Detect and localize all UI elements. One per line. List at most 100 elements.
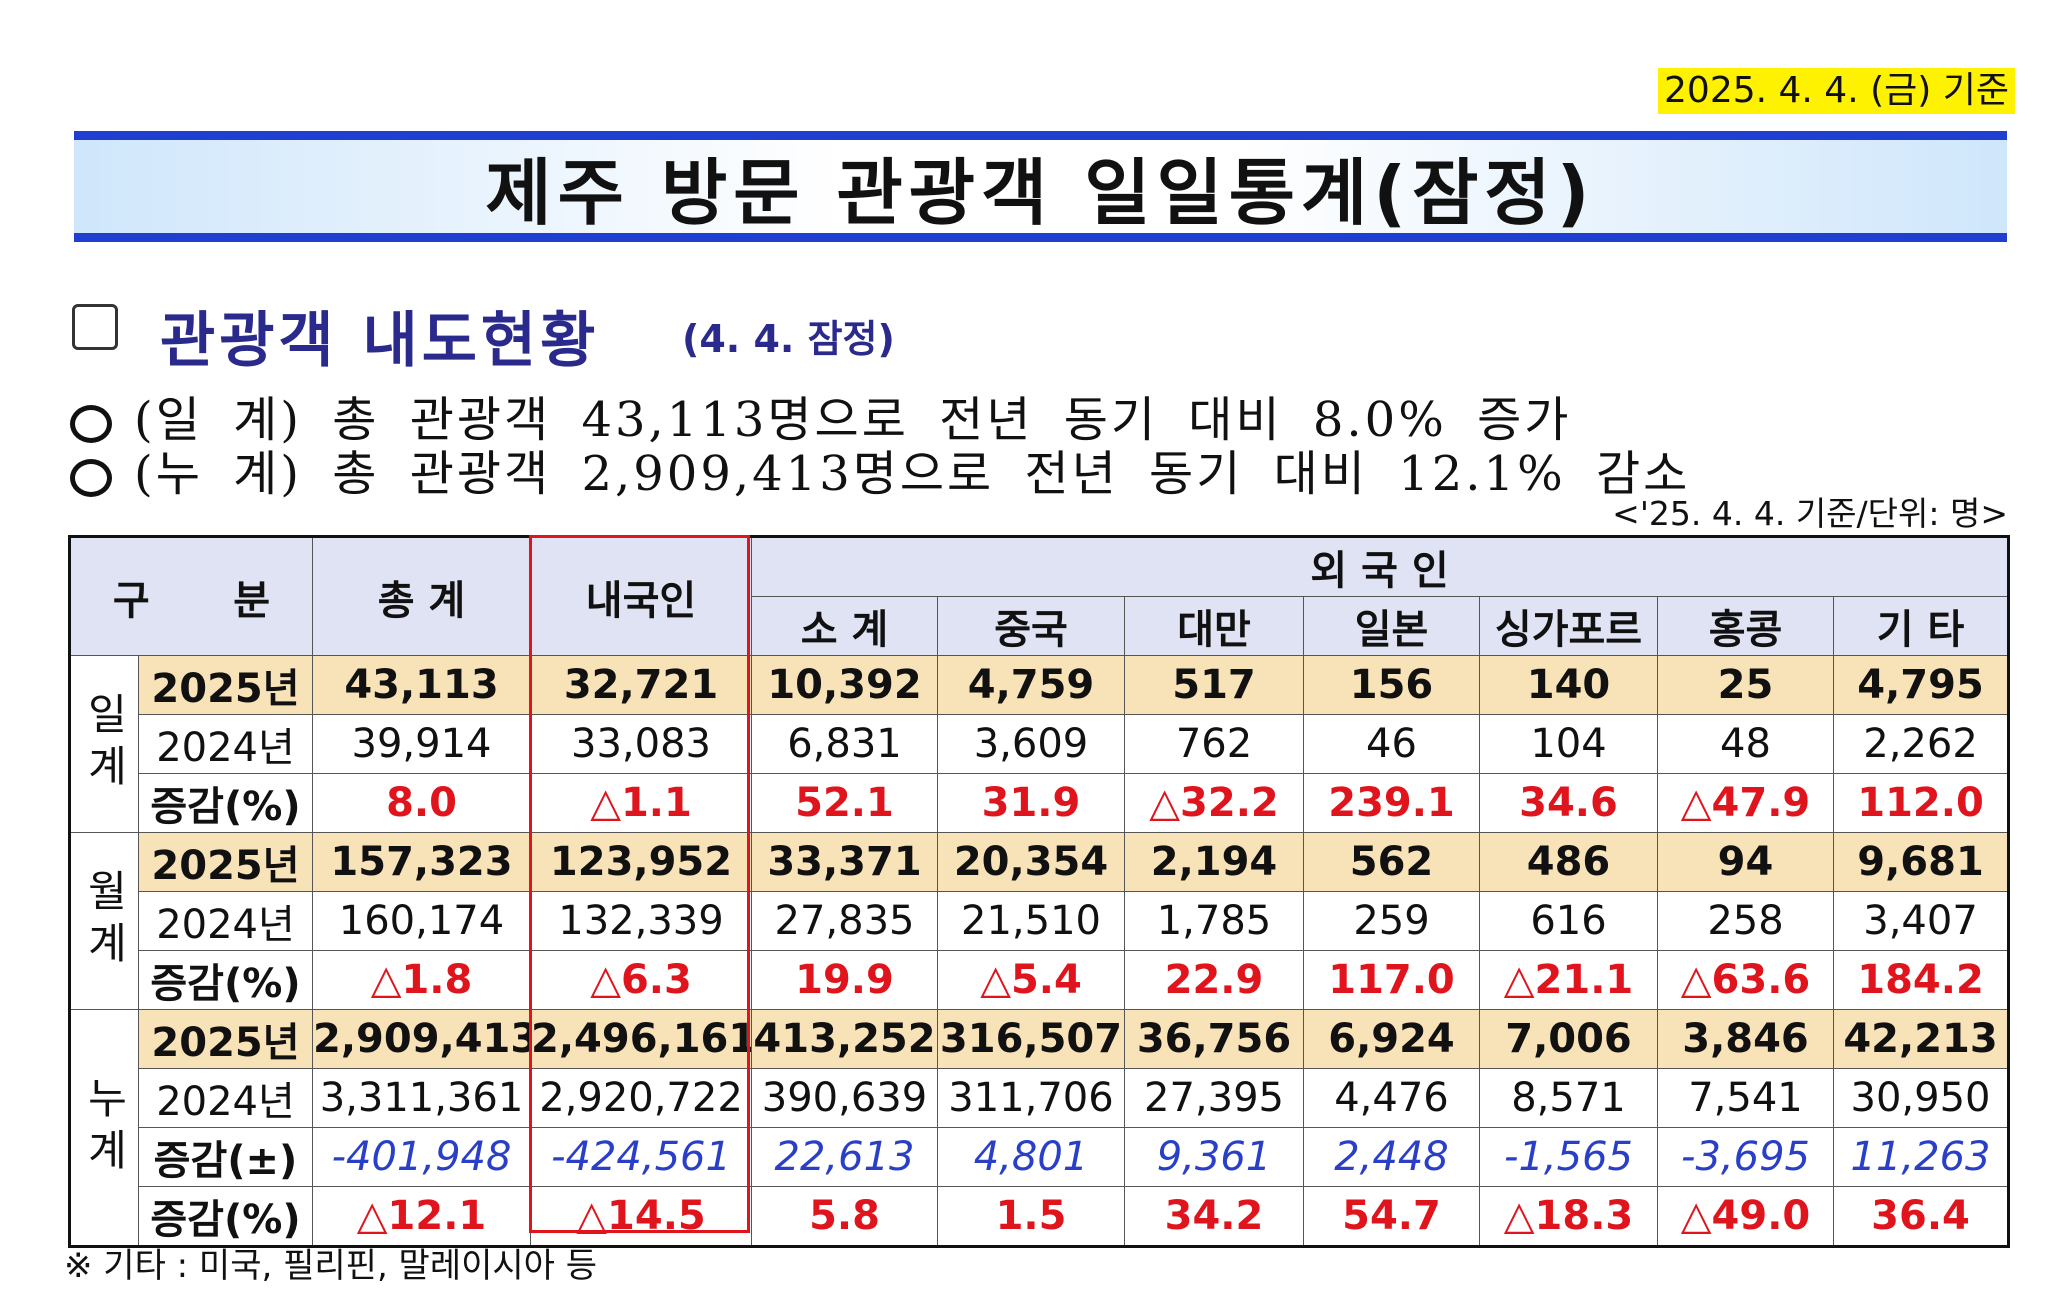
data-cell: 3,846	[1657, 1009, 1834, 1069]
bullet-icon	[70, 458, 112, 497]
data-cell: △5.4	[937, 950, 1125, 1010]
data-cell: 140	[1479, 655, 1658, 715]
bullet-line: (누 계) 총 관광객 2,909,413명으로 전년 동기 대비 12.1% …	[70, 434, 1690, 504]
data-cell: 36.4	[1832, 1186, 2010, 1247]
header-cell: 구 분	[69, 536, 313, 656]
data-cell: 1,785	[1124, 891, 1304, 951]
data-cell: △1.1	[530, 773, 752, 833]
data-cell: △63.6	[1657, 950, 1834, 1010]
data-cell: 156	[1303, 655, 1480, 715]
data-cell: 486	[1479, 832, 1658, 892]
data-cell: 10,392	[751, 655, 938, 715]
data-cell: 258	[1657, 891, 1834, 951]
data-cell: △18.3	[1479, 1186, 1658, 1247]
data-cell: 4,476	[1303, 1068, 1480, 1128]
data-cell: △14.5	[530, 1186, 752, 1247]
data-cell: 54.7	[1303, 1186, 1480, 1247]
data-cell: 21,510	[937, 891, 1125, 951]
data-cell: 7,541	[1657, 1068, 1834, 1128]
data-row: 월계 2025년 157,323 123,952 33,371 20,354 2,194 56…	[69, 832, 2010, 1010]
data-cell: 46	[1303, 714, 1480, 774]
data-cell: 22,613	[751, 1127, 938, 1187]
row-label: 2024년	[138, 891, 313, 951]
data-cell: 6,831	[751, 714, 938, 774]
row-label: 2024년	[138, 714, 313, 774]
data-cell: -424,561	[530, 1127, 752, 1187]
data-cell: 27,835	[751, 891, 938, 951]
data-cell: 33,083	[530, 714, 752, 774]
data-cell: 123,952	[530, 832, 752, 892]
header-cell: 내국인	[530, 536, 752, 656]
checkbox-icon	[72, 304, 118, 350]
data-cell: 19.9	[751, 950, 938, 1010]
row-label: 증감(%)	[138, 773, 313, 833]
data-cell: 132,339	[530, 891, 752, 951]
data-cell: 31.9	[937, 773, 1125, 833]
row-label: 2024년	[138, 1068, 313, 1128]
data-cell: 27,395	[1124, 1068, 1304, 1128]
unit-note: <'25. 4. 4. 기준/단위: 명>	[1612, 494, 2008, 533]
row-label: 2025년	[138, 1009, 313, 1069]
data-row: 누계 2025년 2,909,413 2,496,161 413,252 316,507 3…	[69, 1009, 2010, 1247]
section-sub: (4. 4. 잠정)	[682, 317, 895, 361]
section-heading: 관광객 내도현황	[160, 306, 600, 376]
data-cell: 36,756	[1124, 1009, 1304, 1069]
data-cell: 390,639	[751, 1068, 938, 1128]
footnote: ※ 기타 : 미국, 필리핀, 말레이시아 등	[64, 1246, 598, 1286]
data-cell: 104	[1479, 714, 1658, 774]
bullet-icon	[70, 404, 112, 443]
data-cell: 762	[1124, 714, 1304, 774]
data-cell: 48	[1657, 714, 1834, 774]
data-cell: 562	[1303, 832, 1480, 892]
data-cell: 9,681	[1832, 832, 2010, 892]
group-label: 누계	[69, 1009, 139, 1247]
data-cell: 32,721	[530, 655, 752, 715]
header-cell: 싱가포르	[1479, 596, 1658, 656]
row-label: 증감(%)	[138, 950, 313, 1010]
data-cell: 9,361	[1124, 1127, 1304, 1187]
header-cell: 외 국 인	[750, 536, 2010, 597]
data-cell: 20,354	[937, 832, 1125, 892]
data-cell: 259	[1303, 891, 1480, 951]
data-cell: 7,006	[1479, 1009, 1658, 1069]
data-cell: 517	[1124, 655, 1304, 715]
date-label: 2025. 4. 4. (금) 기준	[1658, 68, 2015, 114]
data-cell: 2,194	[1124, 832, 1304, 892]
data-cell: 52.1	[751, 773, 938, 833]
data-cell: 94	[1657, 832, 1834, 892]
group-label: 월계	[69, 832, 139, 1010]
data-cell: 5.8	[751, 1186, 938, 1247]
data-cell: △21.1	[1479, 950, 1658, 1010]
data-cell: 30,950	[1832, 1068, 2010, 1128]
data-row: 2024년 3,311,361 2,920,722 390,639 311,706 27,…	[70, 1068, 2010, 1128]
header-cell: 홍콩	[1657, 596, 1834, 656]
data-cell: 34.6	[1479, 773, 1658, 833]
data-cell: △49.0	[1657, 1186, 1834, 1247]
data-cell: 239.1	[1303, 773, 1480, 833]
bullet-line: (일 계) 총 관광객 43,113명으로 전년 동기 대비 8.0% 증가	[70, 380, 1571, 450]
data-cell: 616	[1479, 891, 1658, 951]
data-cell: 39,914	[312, 714, 531, 774]
group-label: 일계	[69, 655, 139, 833]
data-cell: 117.0	[1303, 950, 1480, 1010]
row-label: 증감(±)	[138, 1127, 313, 1187]
data-cell: 3,407	[1832, 891, 2010, 951]
data-cell: 2,262	[1832, 714, 2010, 774]
data-cell: 413,252	[751, 1009, 938, 1069]
row-label: 2025년	[138, 655, 313, 715]
data-cell: 316,507	[937, 1009, 1125, 1069]
data-cell: -3,695	[1657, 1127, 1834, 1187]
data-cell: -1,565	[1479, 1127, 1658, 1187]
title: 제주 방문 관광객 일일통계(잠정)	[485, 151, 1596, 235]
data-row: 증감(%) △1.8 △6.3 19.9 △5.4 22.9 117.0 △21.1 △63.6…	[70, 950, 2010, 1010]
data-cell: 2,909,413	[312, 1009, 531, 1069]
data-cell: 112.0	[1832, 773, 2010, 833]
data-cell: 2,920,722	[530, 1068, 752, 1128]
row-label: 2025년	[138, 832, 313, 892]
data-cell: 42,213	[1832, 1009, 2010, 1069]
data-row: 2024년 39,914 33,083 6,831 3,609 762 46 104 48 2,2…	[70, 714, 2010, 774]
